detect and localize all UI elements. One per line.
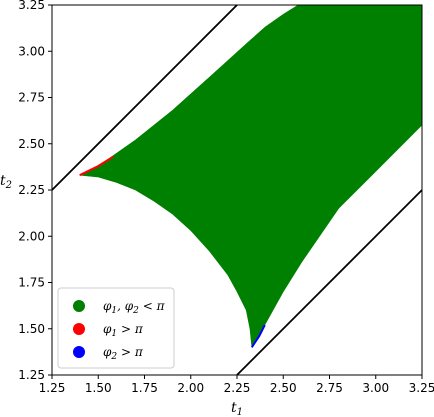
x-tick-label: 3.25 [409,381,434,395]
y-axis-label: t2 [0,173,12,191]
legend-label: φ2 > π [103,345,144,362]
x-axis: 1.25 1.50 1.75 2.00 2.25 2.50 2.75 3.00 3.25 [39,375,434,395]
legend-marker [73,300,85,312]
y-tick-label: 2.00 [18,229,45,243]
x-tick-label: 1.75 [131,381,158,395]
x-axis-label: t1 [231,400,243,417]
diagonal-line-0 [52,5,238,191]
y-tick-label: 2.50 [18,137,45,151]
y-tick-label: 1.50 [18,322,45,336]
x-tick-label: 2.25 [224,381,251,395]
y-tick-label: 1.75 [18,276,45,290]
y-axis: 1.25 1.50 1.75 2.00 2.25 2.50 2.75 3.00 3.25 [18,0,52,382]
y-axis-label-subscript: 2 [5,180,12,191]
y-tick-label: 3.25 [18,0,45,12]
y-tick-label: 2.25 [18,183,45,197]
y-tick-label: 2.75 [18,91,45,105]
region-phi-both-less-pi [78,5,422,349]
legend: φ1, φ2 < π φ1 > π φ2 > π [57,287,175,369]
x-tick-label: 3.00 [362,381,389,395]
x-tick-label: 2.75 [316,381,343,395]
x-tick-label: 2.50 [270,381,297,395]
edge-sliver-0 [79,155,114,177]
y-tick-label: 3.00 [18,44,45,58]
plot-area [52,5,422,375]
x-tick-label: 1.50 [85,381,112,395]
legend-label: φ1, φ2 < π [103,299,166,316]
x-axis-label-subscript: 1 [237,407,243,417]
legend-box [57,287,175,369]
edge-sliver-1 [250,324,266,348]
legend-marker [73,346,85,358]
y-tick-label: 1.25 [18,368,45,382]
legend-label: φ1 > π [103,322,144,339]
x-tick-label: 2.00 [177,381,204,395]
diagonal-line-1 [236,189,422,375]
legend-marker [73,323,85,335]
x-tick-label: 1.25 [39,381,66,395]
